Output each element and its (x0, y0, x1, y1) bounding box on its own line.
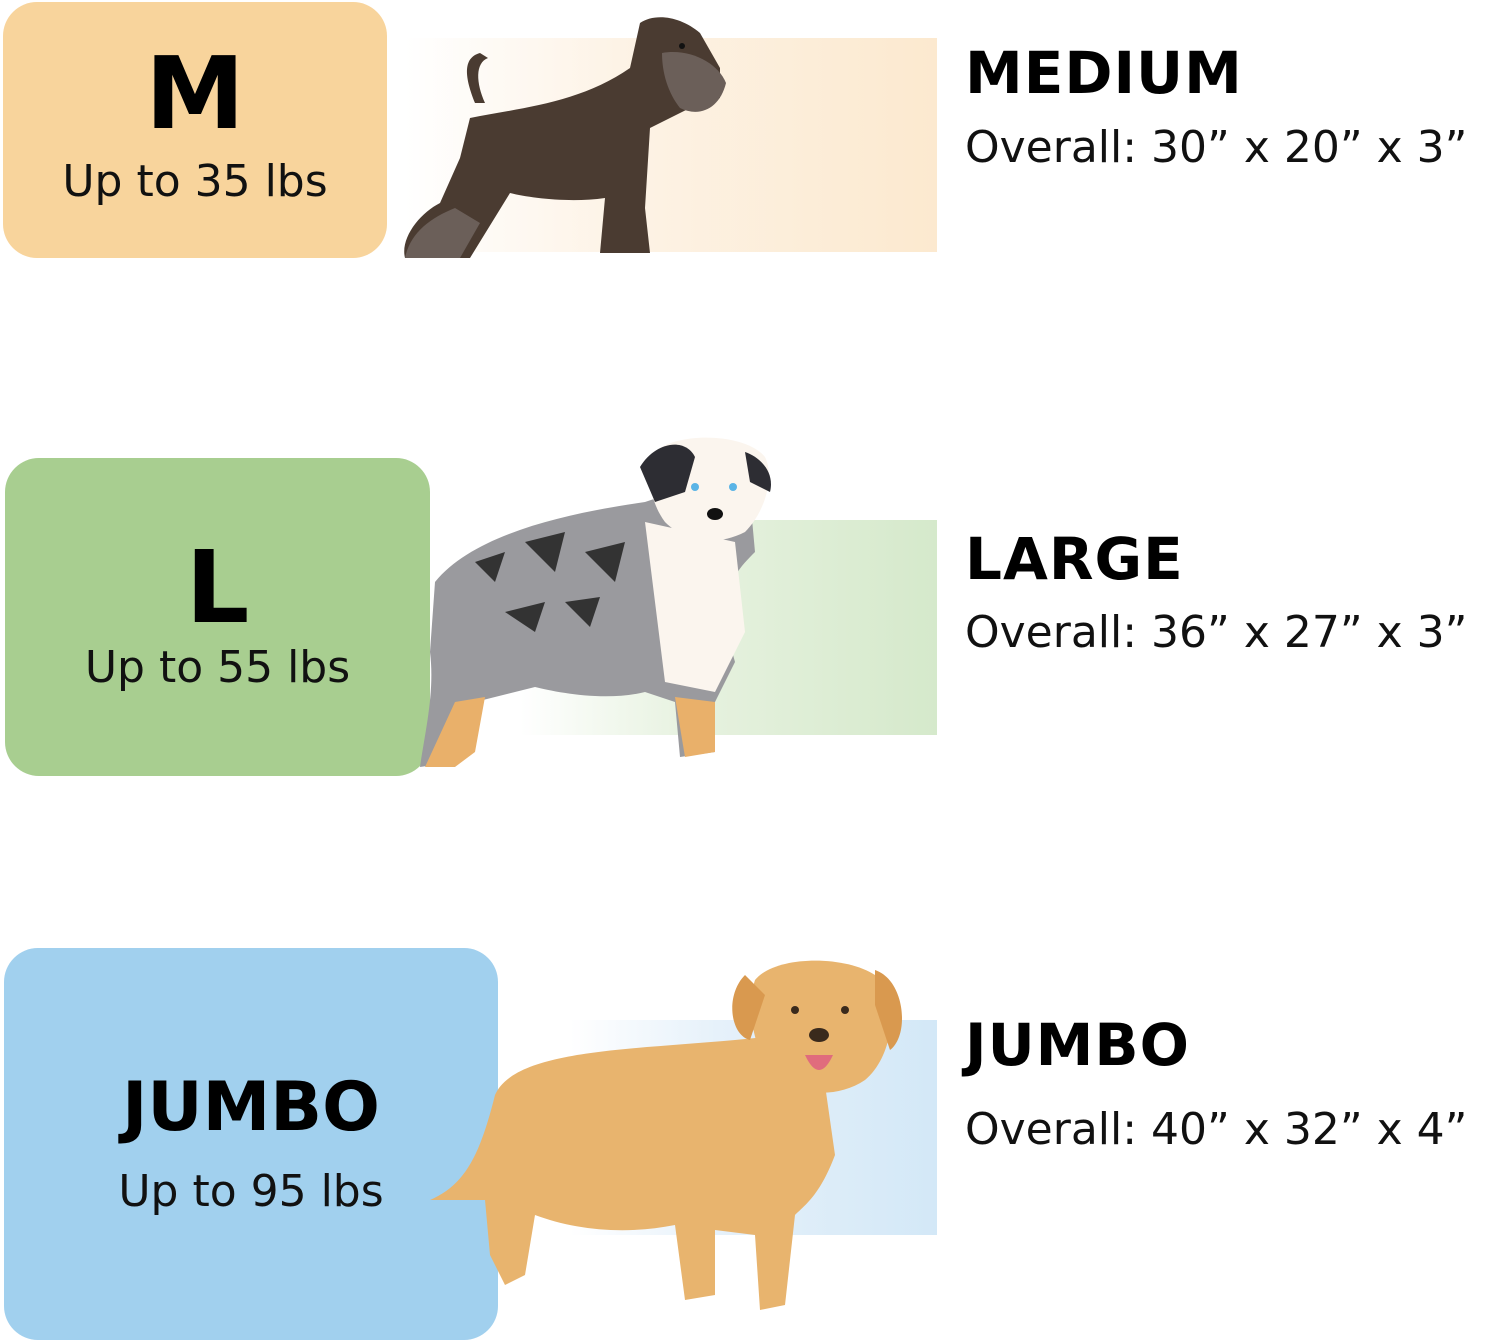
large-weight-limit: Up to 55 lbs (84, 642, 351, 693)
large-size-title: LARGE (965, 525, 1184, 593)
australian-shepherd-icon (420, 437, 771, 767)
medium-size-letter: M (145, 35, 245, 152)
jumbo-size-title: JUMBO (965, 1011, 1190, 1079)
schnauzer-icon (404, 17, 726, 258)
large-size-letter: L (185, 529, 250, 646)
jumbo-weight-limit: Up to 95 lbs (118, 1166, 384, 1217)
golden-retriever-icon (430, 960, 902, 1310)
medium-size-title: MEDIUM (965, 39, 1243, 107)
jumbo-size-badge: JUMBO Up to 95 lbs (4, 948, 498, 1340)
large-size-badge: L Up to 55 lbs (5, 458, 430, 776)
jumbo-size-letter: JUMBO (122, 1068, 380, 1147)
medium-weight-limit: Up to 35 lbs (62, 156, 328, 207)
jumbo-dimensions: Overall: 40” x 32” x 4” (965, 1104, 1468, 1155)
large-dimensions: Overall: 36” x 27” x 3” (965, 607, 1468, 658)
medium-size-badge: M Up to 35 lbs (3, 2, 387, 258)
medium-dimensions: Overall: 30” x 20” x 3” (965, 122, 1468, 173)
